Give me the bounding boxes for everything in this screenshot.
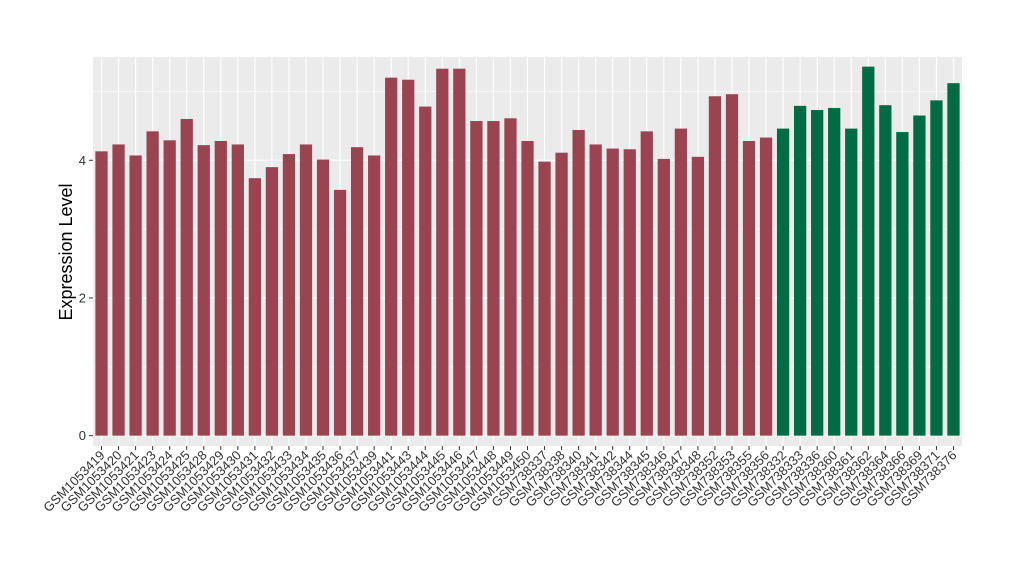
- bar: [299, 144, 313, 436]
- bar: [214, 140, 227, 436]
- bar: [623, 149, 636, 436]
- bars: [95, 66, 960, 436]
- bar: [811, 110, 824, 436]
- y-tick-label: 4: [79, 153, 86, 168]
- bar: [350, 147, 364, 436]
- bar: [95, 151, 108, 436]
- bar: [879, 105, 892, 436]
- bar: [538, 161, 551, 436]
- x-axis: GSM1053419GSM1053420GSM1053421GSM1053423…: [40, 446, 960, 515]
- bar: [776, 128, 790, 436]
- bar: [504, 118, 517, 436]
- bar: [640, 131, 653, 436]
- bar: [862, 66, 875, 436]
- bar: [930, 100, 943, 436]
- bar: [845, 128, 858, 436]
- bar: [555, 152, 568, 436]
- y-axis-title: Expression Level: [56, 183, 76, 320]
- bar: [947, 83, 960, 436]
- bar: [129, 155, 142, 436]
- bar: [828, 107, 841, 436]
- bar: [896, 132, 909, 436]
- bar: [333, 189, 347, 436]
- bar: [487, 121, 500, 436]
- bar: [180, 118, 193, 436]
- bar: [913, 115, 926, 436]
- bar: [368, 155, 381, 436]
- bar: [589, 144, 602, 436]
- bar: [606, 148, 619, 436]
- bar: [470, 121, 483, 436]
- bar: [793, 105, 807, 436]
- bar: [146, 131, 159, 436]
- bar: [708, 96, 722, 436]
- bar: [163, 140, 176, 436]
- bar: [385, 77, 398, 436]
- bar: [282, 154, 296, 436]
- bar: [248, 178, 262, 436]
- y-tick-label: 0: [79, 428, 86, 443]
- bar: [265, 167, 279, 436]
- bar: [402, 79, 415, 436]
- y-tick-label: 2: [79, 290, 86, 305]
- bar: [691, 156, 705, 436]
- bar: [572, 129, 585, 436]
- bar: [657, 158, 670, 436]
- bar: [316, 159, 330, 436]
- bar: [436, 68, 449, 436]
- bar: [231, 144, 244, 436]
- bar: [521, 140, 534, 436]
- bar: [674, 128, 687, 436]
- bar: [742, 140, 756, 436]
- bar: [419, 106, 432, 436]
- bar: [759, 137, 773, 436]
- bar: [197, 145, 210, 436]
- bar: [725, 94, 739, 436]
- bar: [112, 144, 125, 436]
- y-axis: 0 2 4: [79, 153, 93, 443]
- bar: [453, 68, 466, 436]
